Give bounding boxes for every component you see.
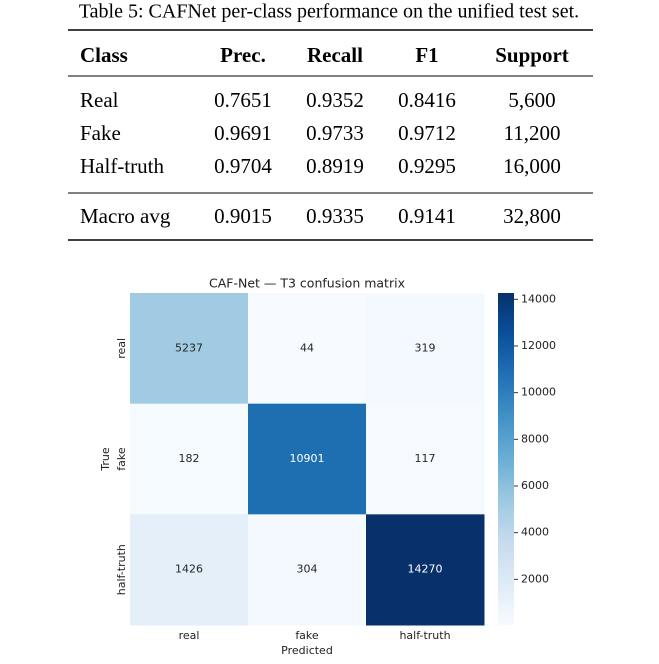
x-tick-label: real <box>179 629 200 642</box>
cell-annotation: 10901 <box>290 452 325 465</box>
table-summary-cell: 0.9015 <box>214 204 272 228</box>
colorbar-tick-label: 8000 <box>521 432 549 445</box>
table-cell: 0.8416 <box>398 88 456 112</box>
table-cell: 0.9352 <box>306 88 364 112</box>
colorbar-tick-label: 12000 <box>521 339 556 352</box>
table-summary-cell: 0.9141 <box>398 204 456 228</box>
x-tick-label: fake <box>295 629 319 642</box>
cell-annotation: 182 <box>179 452 200 465</box>
table-header-cell: F1 <box>415 43 438 67</box>
colorbar-tick-label: 2000 <box>521 572 549 585</box>
y-axis-label: True <box>99 447 112 472</box>
table-summary-cell: Macro avg <box>80 204 171 228</box>
table-cell: 16,000 <box>503 154 561 178</box>
table-cell: Fake <box>80 121 121 145</box>
colorbar-tick-label: 4000 <box>521 526 549 539</box>
table-summary-cell: 32,800 <box>503 204 561 228</box>
colorbar-tick-label: 10000 <box>521 386 556 399</box>
cell-annotation: 319 <box>415 341 436 354</box>
cell-annotation: 117 <box>415 452 436 465</box>
chart-title: CAF-Net — T3 confusion matrix <box>209 276 405 291</box>
cell-annotation: 5237 <box>175 341 203 354</box>
table-caption: Table 5: CAFNet per-class performance on… <box>79 1 579 23</box>
table-header-cell: Class <box>80 43 128 67</box>
table-cell: 0.7651 <box>214 88 272 112</box>
heatmap-cell <box>366 514 485 626</box>
colorbar-tick-label: 6000 <box>521 479 549 492</box>
colorbar <box>498 293 514 625</box>
cell-annotation: 44 <box>300 341 314 354</box>
x-axis-label: Predicted <box>281 644 333 657</box>
cell-annotation: 14270 <box>408 563 443 576</box>
table-cell: 11,200 <box>504 121 561 145</box>
table-header-cell: Support <box>495 43 569 67</box>
table-cell: 0.9691 <box>214 121 272 145</box>
table-header-cell: Recall <box>307 43 363 67</box>
heatmap-cell <box>130 293 249 405</box>
colorbar-tick-label: 14000 <box>521 292 556 305</box>
heatmap-cell <box>248 293 367 405</box>
heatmap-cell <box>366 293 485 405</box>
table-cell: Half-truth <box>80 154 164 178</box>
y-tick-label: real <box>115 338 128 359</box>
table-cell: 0.9295 <box>398 154 456 178</box>
heatmap-cell <box>248 403 367 515</box>
heatmap-cell <box>248 514 367 626</box>
cell-annotation: 304 <box>297 563 318 576</box>
heatmap-cell <box>130 403 249 515</box>
heatmap-cell <box>130 514 249 626</box>
table-cell: Real <box>80 88 119 112</box>
y-tick-label: half-truth <box>115 544 128 595</box>
heatmap-cell <box>366 403 485 515</box>
table-cell: 0.9712 <box>398 121 456 145</box>
table-header-cell: Prec. <box>220 43 266 67</box>
table-cell: 5,600 <box>508 88 555 112</box>
table-cell: 0.8919 <box>306 154 364 178</box>
x-tick-label: half-truth <box>399 629 450 642</box>
cell-annotation: 1426 <box>175 563 203 576</box>
y-tick-label: fake <box>115 447 128 471</box>
table-cell: 0.9733 <box>306 121 364 145</box>
table-summary-cell: 0.9335 <box>306 204 364 228</box>
table-cell: 0.9704 <box>214 154 272 178</box>
